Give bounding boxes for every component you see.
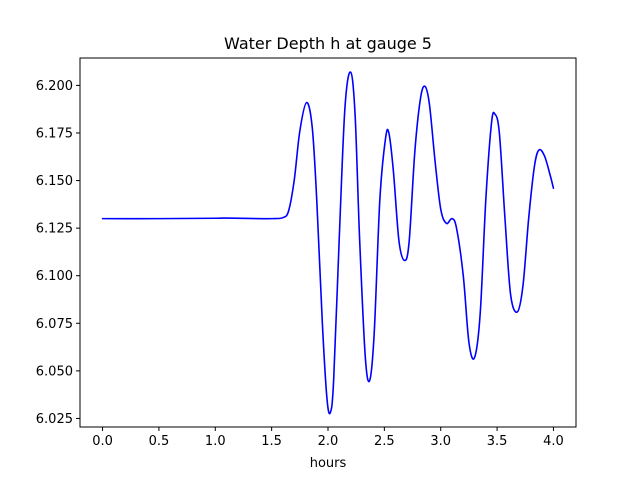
y-tick-label: 6.175 (36, 126, 73, 141)
x-tick-label: 3.5 (487, 434, 508, 449)
plot-area (101, 71, 555, 415)
x-tick-label: 4.0 (543, 434, 564, 449)
y-tick-label: 6.150 (36, 174, 73, 189)
x-tick-label: 0.5 (149, 434, 170, 449)
x-tick-label: 1.0 (205, 434, 226, 449)
x-tick-label: 2.5 (374, 434, 395, 449)
y-axis: 6.025 6.050 6.075 6.100 6.125 6.150 6.175 6.200 (36, 79, 80, 427)
x-axis: 0.0 0.5 1.0 1.5 2.0 2.5 3.0 3.5 4.0 (92, 427, 564, 449)
x-tick-label: 1.5 (261, 434, 282, 449)
chart-title: Water Depth h at gauge 5 (224, 34, 432, 53)
x-tick-label: 3.0 (430, 434, 451, 449)
y-tick-label: 6.050 (36, 364, 73, 379)
y-tick-label: 6.100 (36, 269, 73, 284)
x-axis-label: hours (310, 456, 347, 471)
series-line-0 (101, 71, 555, 415)
y-tick-label: 6.125 (36, 222, 73, 237)
y-tick-label: 6.025 (36, 412, 73, 427)
x-tick-label: 2.0 (318, 434, 339, 449)
x-tick-label: 0.0 (92, 434, 113, 449)
y-tick-label: 6.200 (36, 79, 73, 94)
y-tick-label: 6.075 (36, 317, 73, 332)
